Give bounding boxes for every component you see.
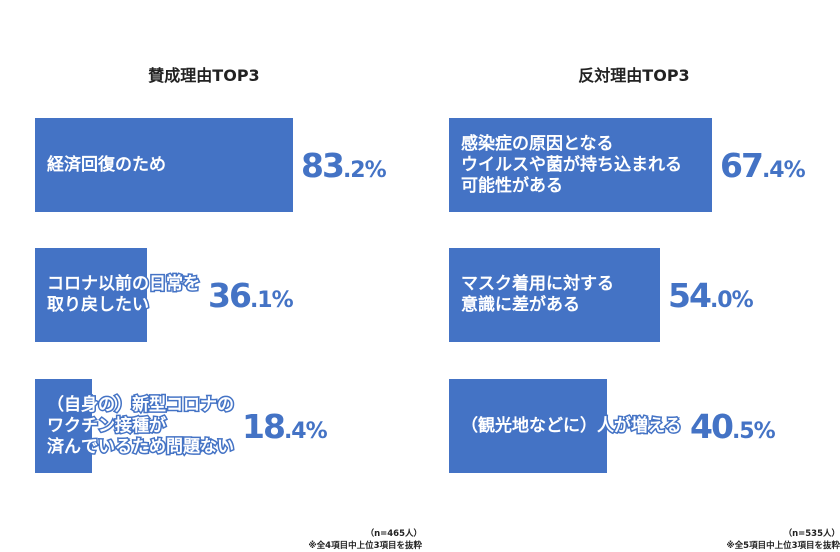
value-decimal: .4% [761, 157, 806, 183]
con-notes: （n=535人） ※全5項目中上位3項目を抜粋 [726, 528, 840, 552]
con-reasons-panel: 反対理由TOP3 感染症の原因となる ウイルスや菌が持ち込まれる 可能性がある 67.… [420, 0, 840, 551]
bar-label: コロナ以前の日常を 取り戻したい [46, 273, 202, 317]
bar-value-label: 36.1% [208, 275, 294, 315]
bar-value-label: 83.2% [301, 145, 387, 185]
bar-label-line: 感染症の原因となる [460, 132, 616, 155]
bar-label: 経済回復のため [46, 153, 168, 176]
bar [35, 248, 147, 342]
bar-label: 感染症の原因となる ウイルスや菌が持ち込まれる 可能性がある [460, 132, 684, 197]
bar [449, 379, 607, 473]
value-integer: 67 [720, 145, 764, 185]
bar-label-line: 経済回復のため [46, 153, 168, 176]
bar-label-line: 取り戻したい [46, 294, 151, 317]
value-integer: 36 [208, 275, 252, 315]
value-decimal: .5% [731, 418, 776, 444]
bar-label: （自身の）新型コロナの ワクチン接種が 済んでいるため問題ない [46, 393, 236, 458]
bar-label-line: ウイルスや菌が持ち込まれる [460, 153, 684, 176]
pro-reasons-panel: 賛成理由TOP3 経済回復のため 83.2% コロナ以前の日常を 取り戻したい 36.1… [0, 0, 422, 552]
bar-label-line: （観光地などに）人が増える [460, 414, 683, 437]
value-integer: 83 [301, 145, 345, 185]
value-decimal: .0% [709, 287, 754, 313]
bar-value-label: 18.4% [242, 406, 328, 446]
bar [35, 379, 92, 473]
value-decimal: .1% [249, 287, 294, 313]
value-integer: 18 [242, 406, 286, 446]
bar-label-line: 済んでいるため問題ない [46, 435, 236, 458]
value-integer: 40 [690, 406, 734, 446]
bar-label-line: マスク着用に対する [460, 273, 616, 296]
bar-label: （観光地などに）人が増える [460, 414, 683, 437]
pro-notes: （n=465人） ※全4項目中上位3項目を抜粋 [308, 528, 422, 552]
bar [449, 248, 660, 342]
value-decimal: .4% [283, 418, 328, 444]
bar-value-label: 54.0% [668, 275, 754, 315]
bar-value-label: 40.5% [690, 406, 776, 446]
bar-label: マスク着用に対する 意識に差がある [460, 273, 616, 317]
value-integer: 54 [668, 275, 712, 315]
bar [449, 118, 712, 212]
bar-label-line: 可能性がある [460, 174, 565, 197]
value-decimal: .2% [342, 157, 387, 183]
bar-value-label: 67.4% [720, 145, 806, 185]
pro-chart-title: 賛成理由TOP3 [148, 66, 260, 85]
bar-label-line: （自身の）新型コロナの [46, 393, 236, 416]
bar-label-line: コロナ以前の日常を [46, 273, 202, 296]
bar [35, 118, 293, 212]
pro-sample-note: （n=465人） [365, 529, 422, 539]
con-footnote: ※全5項目中上位3項目を抜粋 [726, 541, 840, 551]
bar-label-line: 意識に差がある [460, 294, 582, 317]
bar-label-line: ワクチン接種が [46, 414, 168, 437]
con-sample-note: （n=535人） [783, 529, 840, 539]
con-chart-title: 反対理由TOP3 [578, 66, 690, 85]
pro-footnote: ※全4項目中上位3項目を抜粋 [308, 541, 422, 551]
